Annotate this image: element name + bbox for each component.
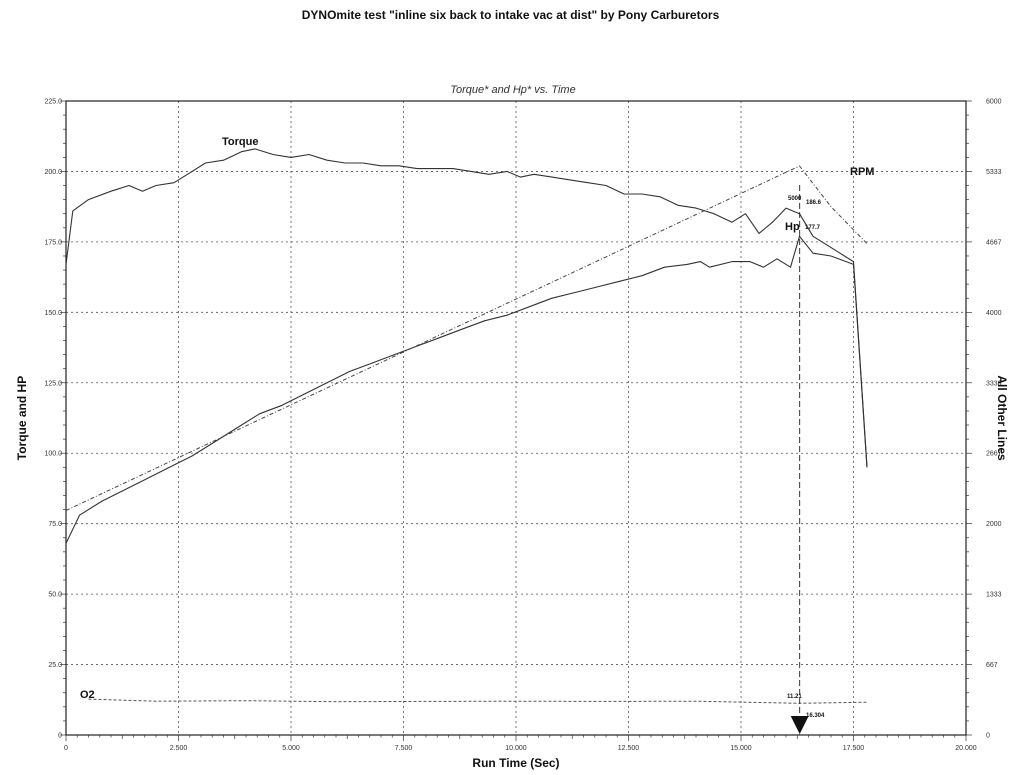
y2-tick-label: 5333 <box>986 169 1002 176</box>
series-line-torque <box>65 148 868 468</box>
cursor-rpm-value: 5000 <box>788 196 802 202</box>
y-tick-label: 25.0 <box>48 662 62 669</box>
series-line-rpm <box>65 165 868 511</box>
tick-labels: 0 2.500 5.000 7.500 10.000 12.500 15.000 17.500… <box>44 99 1001 753</box>
chart-title: DYNOmite test "inline six back to intake… <box>301 8 720 22</box>
y2-tick-label: 667 <box>986 662 998 669</box>
torque-label: Torque <box>222 136 258 148</box>
tick-marks <box>60 100 972 741</box>
x-tick-label: 15.000 <box>730 745 752 752</box>
y-tick-label: 175.0 <box>44 239 62 246</box>
y2-tick-label: 4000 <box>986 310 1002 317</box>
y2-tick-label: 4667 <box>986 239 1002 246</box>
y2-tick-label: 3333 <box>986 380 1002 387</box>
y2-tick-label: 2000 <box>986 521 1002 528</box>
y2-tick-label: 2667 <box>986 451 1002 458</box>
y-tick-label: 150.0 <box>44 310 62 317</box>
y-tick-label: 200.0 <box>44 169 62 176</box>
hp-label: Hp <box>785 221 800 233</box>
cursor-torque-value: 186.6 <box>806 200 822 206</box>
y2-tick-label: 6000 <box>986 99 1002 106</box>
cursor-o2-value: 11.21 <box>787 694 802 700</box>
chart-subtitle: Torque* and Hp* vs. Time <box>450 84 575 96</box>
o2-label: O2 <box>80 689 95 701</box>
series-lines <box>65 148 868 704</box>
x-axis-title: Run Time (Sec) <box>472 756 559 770</box>
y2-tick-label: 1333 <box>986 592 1002 599</box>
x-tick-label: 0 <box>64 745 68 752</box>
x-tick-label: 10.000 <box>505 745 527 752</box>
x-tick-label: 12.500 <box>618 745 640 752</box>
y2-axis-title: All Other Lines <box>995 375 1009 461</box>
x-tick-label: 7.500 <box>395 745 413 752</box>
x-tick-label: 17.500 <box>843 745 865 752</box>
y-axis-title: Torque and HP <box>15 376 29 460</box>
annotations: Torque Hp RPM O2 5000 186.6 177.7 11.21 16.304 <box>80 136 874 735</box>
cursor-marker <box>790 716 809 734</box>
y-tick-label: 75.0 <box>48 521 62 528</box>
y-tick-label: 0 <box>58 733 62 740</box>
series-line-hp <box>65 235 868 544</box>
y-tick-label: 125.0 <box>44 380 62 387</box>
x-tick-label: 2.500 <box>170 745 188 752</box>
y-tick-label: 100.0 <box>44 451 62 458</box>
x-tick-label: 5.000 <box>282 745 300 752</box>
chart-grid <box>66 101 966 735</box>
y2-tick-label: 0 <box>986 733 990 740</box>
cursor-hp-value: 177.7 <box>805 225 821 231</box>
x-tick-label: 20.000 <box>955 745 977 752</box>
cursor-time-value: 16.304 <box>806 713 825 719</box>
y-tick-label: 225.0 <box>44 99 62 106</box>
rpm-label: RPM <box>850 166 874 178</box>
series-line-o2 <box>88 698 868 704</box>
y-tick-label: 50.0 <box>48 592 62 599</box>
